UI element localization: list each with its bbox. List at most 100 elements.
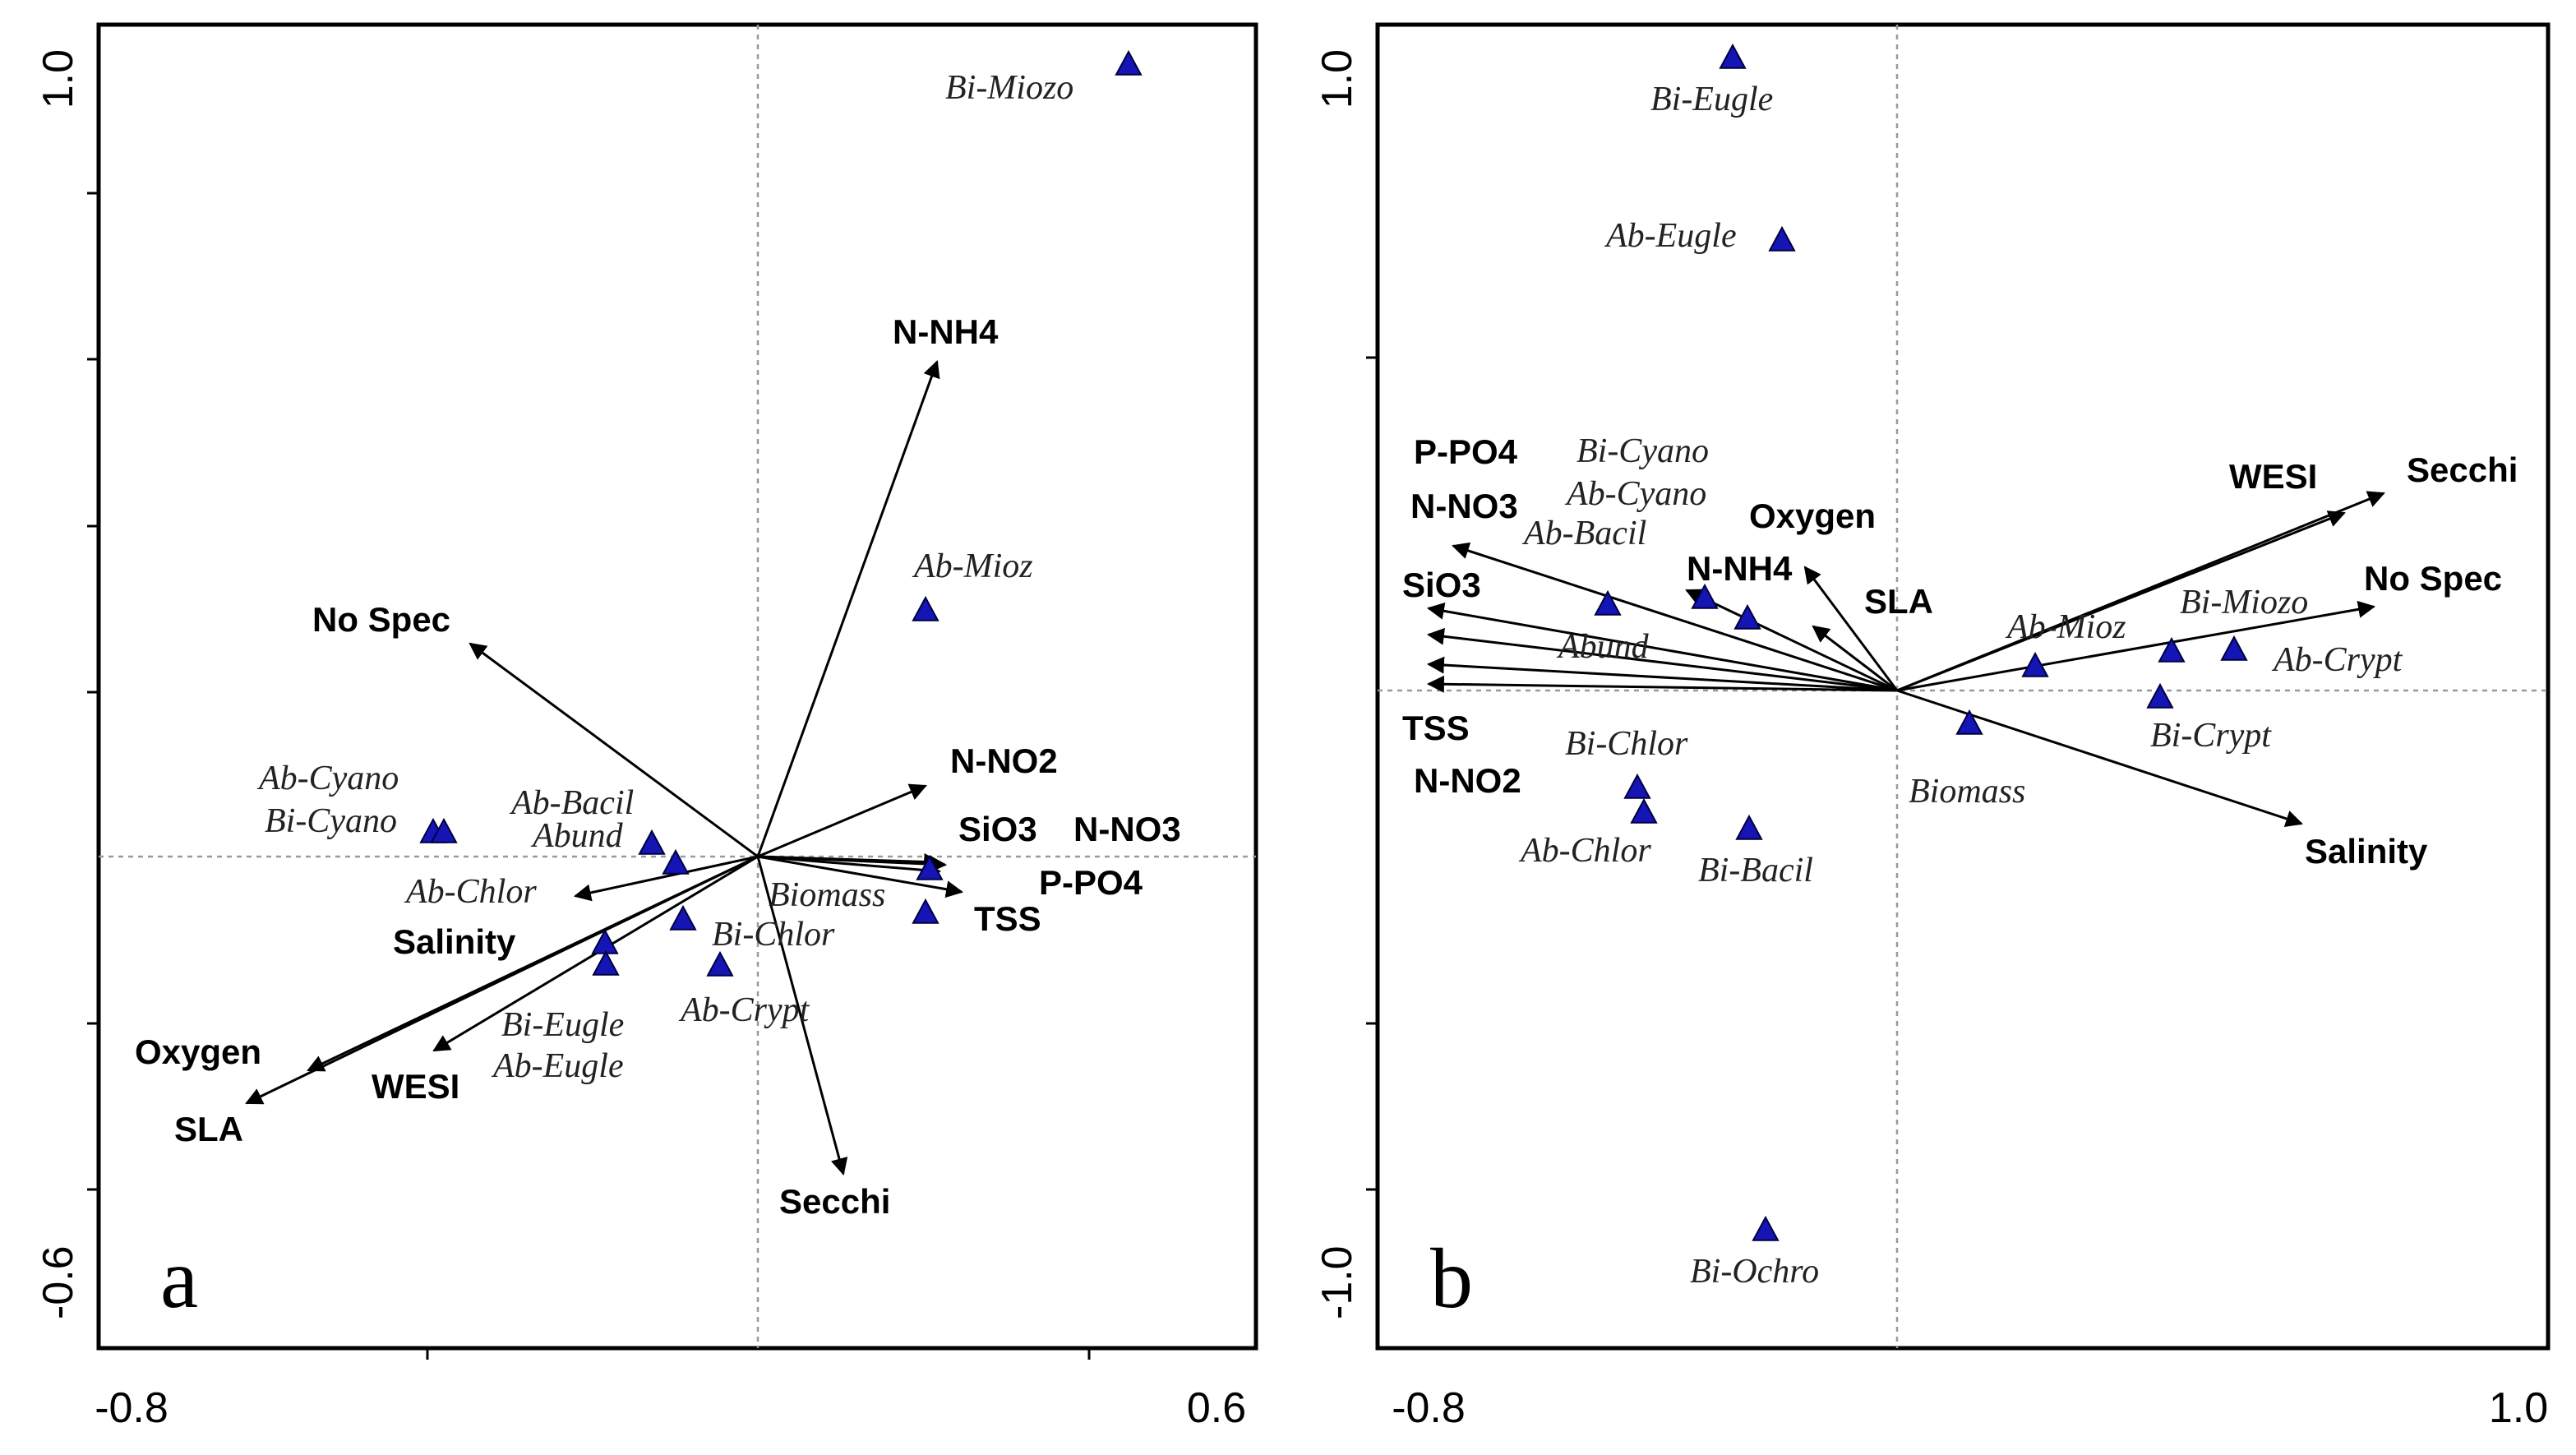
panel-b-vector-label: SLA [1864,582,1933,621]
panel-b-point-ab-bacil [1733,603,1761,630]
panel-a-point-label: Ab-Eugle [491,1047,624,1085]
panel-b-vector-label: Salinity [2305,832,2428,871]
panel-b-point-ab-crypt [2220,635,2248,661]
panel-a-point-ab-bacil [638,829,666,855]
panel-a-vector-tss [757,855,964,898]
panel-b-point-label: Bi-Chlor [1565,725,1688,763]
panel-a-y-tick-label: 1.0 [35,49,82,109]
panel-a-plot: 1.0 -0.6 -0.8 0.6 a N-NH4 No Spec N-NO2 SiO3 N-NO… [35,22,1258,1432]
panel-b-point-ab-chlor [1630,797,1658,824]
panel-a-vector-label: N-NO3 [1073,810,1181,848]
panel-b-point-bi-chlor [1623,773,1651,799]
panel-b-point-bi-cyano [1594,589,1622,616]
panel-a-vector-salinity [573,855,759,902]
panel-a-point-ab-mioz [912,595,939,621]
panel-b-vector-tss [1426,656,1898,692]
panel-b-point-label: Bi-Cyano [1577,432,1709,470]
panel-a-point-label: Ab-Cyano [256,760,399,797]
panel-a-vector-n-no2 [757,783,927,858]
panel-b-point-label: Ab-Crypt [2271,641,2403,679]
panel-a-point-biomass [912,898,939,924]
panel-a-vector-label: Secchi [779,1182,890,1221]
panel-a-point-label: Bi-Miozo [945,69,1073,107]
panel-a-point-bi-cyano [430,817,458,843]
panel-a-vector-label: Salinity [393,922,516,961]
panel-b-point-label: Abund [1556,628,1650,666]
panel-a-point-label: Bi-Cyano [265,802,397,840]
panel-b-point-label: Bi-Crypt [2150,717,2272,755]
panel-a-point-bi-eugle [592,949,620,976]
panel-b-point-ab-mioz [2021,651,2049,677]
panel-b-vector-n-nh4 [1685,589,1898,692]
panel-a-vector-secchi [756,856,848,1176]
panel-b-vector-label: No Spec [2364,559,2502,598]
panel-b-point-label: Bi-Bacil [1698,852,1813,889]
panel-b-vector-n-no3 [1452,542,1898,692]
panel-b-point-label: Ab-Eugle [1604,217,1737,255]
panel-b-point-label: Bi-Ochro [1690,1253,1819,1291]
panel-b-x-tick-label: 1.0 [2489,1384,2548,1432]
panel-a-point-ab-chlor [669,904,697,931]
panel-a-point-label: Biomass [769,876,885,914]
panel-b-point-label: Bi-Eugle [1650,81,1773,118]
panel-a-vector-label: P-PO4 [1039,863,1143,902]
panel-b-vector-sla [1812,625,1898,692]
panel-a-vector-n-nh4 [756,360,940,857]
panel-b-point-bi-miozo [2158,636,2186,663]
panel-b-point-label: Ab-Bacil [1521,515,1646,552]
panel-b-point-ab-eugle [1768,225,1796,252]
panel-b-vector-label: Secchi [2407,450,2518,489]
panel-a-vector-no-spec [469,642,759,858]
panel-a-point-bi-miozo [1115,49,1143,76]
panel-b-vector-oxygen [1803,566,1899,691]
panel-a-letter: a [160,1231,198,1326]
panel-b-point-bi-crypt [2146,682,2174,709]
panel-b-point-label: Bi-Miozo [2180,584,2308,621]
panel-a-point-label: Bi-Chlor [712,916,835,954]
panel-a-point-abund [662,848,690,875]
panel-b-vector-label: N-NO3 [1410,487,1518,525]
panel-a-point-label: Ab-Crypt [678,991,810,1029]
panel-a-vector-sla [245,855,759,1105]
panel-b-frame [1375,22,2551,1351]
panel-b-plot: 1.0 -1.0 -0.8 1.0 b Secchi WESI No Spec Salinity… [1313,22,2551,1432]
panel-b-vector-label: Oxygen [1749,497,1876,535]
panel-b-point-biomass [1955,709,1983,735]
panel-b-point-ab-cyano [1691,583,1719,609]
panel-b-vector-salinity [1896,689,2303,828]
panel-b-vector-wesi [1896,510,2346,692]
panel-b-vector-label: WESI [2229,457,2317,496]
panel-a-vector-label: N-NO2 [950,741,1058,780]
panel-a-vector-label: No Spec [312,600,450,639]
panel-a-x-tick-label: 0.6 [1187,1384,1246,1432]
panel-a-point-label: Bi-Eugle [501,1006,624,1044]
panel-a-point-label: Ab-Bacil [509,784,634,822]
panel-b-vector-label: N-NH4 [1687,549,1793,588]
panel-a-point-label: Ab-Chlor [404,873,537,911]
panel-a-vector-p-po4 [757,855,942,879]
panel-a-point-ab-eugle [916,854,944,880]
panel-b-point-bi-eugle [1719,43,1747,69]
panel-b-vector-label: N-NO2 [1414,761,1521,800]
panel-b-x-tick-label: -0.8 [1392,1384,1466,1432]
panel-b-point-bi-ochro [1752,1215,1780,1241]
panel-a-x-tick-label: -0.8 [95,1384,169,1432]
panel-a-frame [96,22,1258,1351]
panel-b-letter: b [1430,1231,1473,1326]
panel-b-vector-p-po4 [1426,602,1898,692]
panel-a-vector-label: WESI [372,1067,459,1106]
panel-b-vector-sio3 [1426,627,1898,692]
panel-b-point-label: Biomass [1909,773,2025,811]
panel-a-y-tick-label: -0.6 [35,1245,82,1319]
panel-b-y-tick-label: -1.0 [1313,1245,1361,1319]
panel-a-vector-label: SiO3 [958,810,1037,848]
panel-a-vector-label: SLA [174,1110,243,1148]
panel-a-point-label: Abund [530,817,624,855]
panel-b-point-bi-bacil [1735,814,1763,840]
panel-b-vector-no-spec [1896,600,2376,692]
panel-b-point-label: Ab-Mioz [2005,608,2126,646]
panel-b-y-tick-label: 1.0 [1313,49,1361,109]
panel-b-point-label: Ab-Cyano [1564,475,1706,513]
panel-a-vector-label: N-NH4 [893,312,999,351]
